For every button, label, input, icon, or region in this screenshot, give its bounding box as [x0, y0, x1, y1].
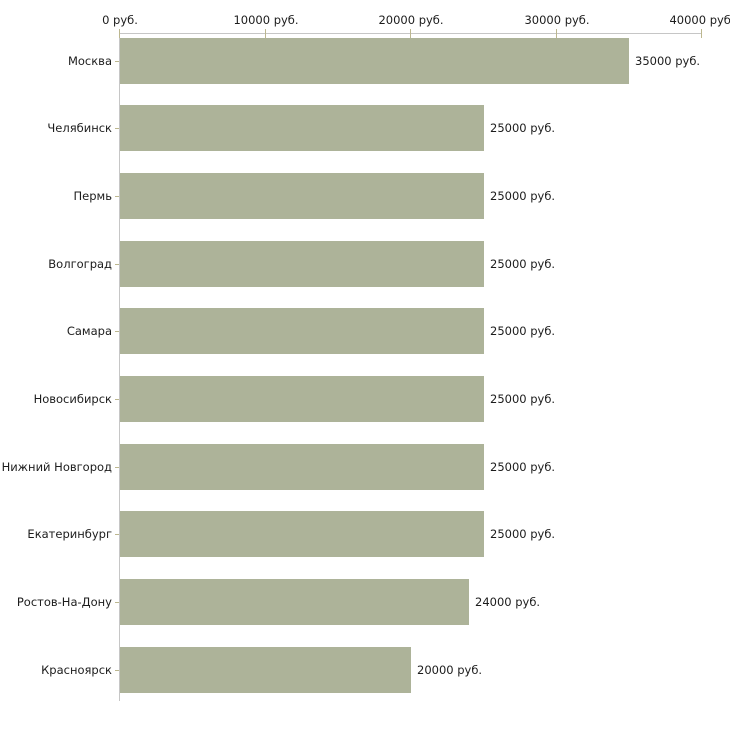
y-axis-tick-mark — [115, 331, 119, 332]
x-axis-tick-label: 20000 руб. — [378, 13, 444, 27]
bar — [120, 105, 484, 151]
category-label: Ростов-На-Дону — [16, 595, 112, 609]
bar — [120, 647, 411, 693]
value-label: 24000 руб. — [475, 595, 541, 609]
y-axis-tick-mark — [115, 534, 119, 535]
category-label: Красноярск — [41, 663, 112, 677]
value-label: 25000 руб. — [490, 121, 556, 135]
value-label: 25000 руб. — [490, 392, 556, 406]
x-axis-tick-label: 30000 руб. — [524, 13, 590, 27]
x-axis-tick-mark — [410, 29, 411, 38]
value-label: 35000 руб. — [635, 54, 701, 68]
bar — [120, 38, 629, 84]
bar — [120, 308, 484, 354]
value-label: 25000 руб. — [490, 257, 556, 271]
category-label: Самара — [66, 324, 112, 338]
category-label: Челябинск — [47, 121, 112, 135]
x-axis-tick-mark — [119, 29, 120, 38]
x-axis-tick-mark — [701, 29, 702, 38]
category-label: Волгоград — [48, 257, 112, 271]
value-label: 25000 руб. — [490, 189, 556, 203]
y-axis-tick-mark — [115, 399, 119, 400]
bar — [120, 444, 484, 490]
value-label: 20000 руб. — [417, 663, 483, 677]
x-axis-tick-label: 0 руб. — [102, 13, 138, 27]
y-axis-tick-mark — [115, 196, 119, 197]
bar — [120, 376, 484, 422]
category-label: Пермь — [73, 189, 112, 203]
y-axis-tick-mark — [115, 61, 119, 62]
bar — [120, 173, 484, 219]
y-axis-tick-mark — [115, 467, 119, 468]
value-label: 25000 руб. — [490, 527, 556, 541]
bar — [120, 579, 469, 625]
category-label: Новосибирск — [33, 392, 112, 406]
x-axis-tick-label: 40000 руб. — [669, 13, 730, 27]
x-axis-tick-label: 10000 руб. — [233, 13, 299, 27]
x-axis-tick-mark — [556, 29, 557, 38]
value-label: 25000 руб. — [490, 324, 556, 338]
category-label: Москва — [67, 54, 112, 68]
category-label: Нижний Новгород — [1, 460, 112, 474]
y-axis-tick-mark — [115, 264, 119, 265]
y-axis-tick-mark — [115, 128, 119, 129]
value-label: 25000 руб. — [490, 460, 556, 474]
bar — [120, 241, 484, 287]
y-axis-line — [119, 33, 120, 701]
bar — [120, 511, 484, 557]
x-axis-tick-mark — [265, 29, 266, 38]
category-label: Екатеринбург — [27, 527, 112, 541]
y-axis-tick-mark — [115, 670, 119, 671]
y-axis-tick-mark — [115, 602, 119, 603]
